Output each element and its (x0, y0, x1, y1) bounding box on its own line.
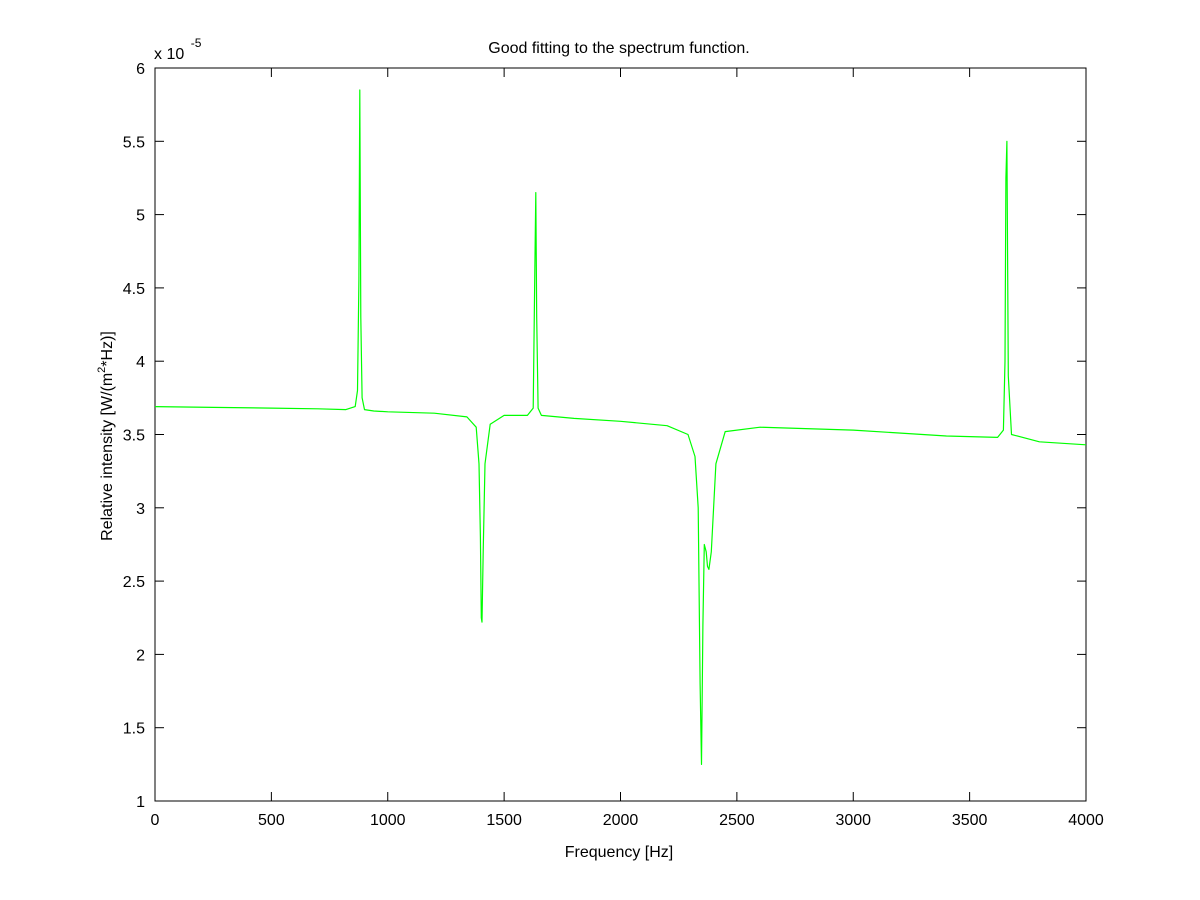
y-tick-label: 1.5 (123, 721, 145, 738)
y-tick-label: 4.5 (123, 281, 145, 298)
x-tick-label: 4000 (1068, 812, 1104, 829)
axis-ticks (154, 67, 1087, 802)
y-tick-label: 3.5 (123, 428, 145, 445)
y-tick-label: 2.5 (123, 574, 145, 591)
series-line (154, 89, 1087, 766)
x-tick-label: 2500 (719, 812, 755, 829)
y-tick-label: 2 (136, 647, 145, 664)
chart-title: Good fitting to the spectrum function. (488, 40, 749, 57)
exponent-power: -5 (191, 36, 202, 50)
x-tick-label: 0 (151, 812, 160, 829)
x-tick-label: 1000 (370, 812, 406, 829)
y-axis-label: Relative intensity [W/(m2*Hz)] (96, 331, 116, 541)
x-tick-label: 3000 (835, 812, 871, 829)
y-tick-label: 3 (136, 501, 145, 518)
y-tick-labels: 1 1.5 2 2.5 3 3.5 4 4.5 5 5.5 6 (123, 61, 145, 811)
x-tick-label: 2000 (603, 812, 639, 829)
y-axis-label-after: *Hz)] (99, 331, 116, 367)
y-axis-label-before: Relative intensity [W/(m (99, 373, 116, 541)
exponent-base: x 10 (154, 46, 184, 63)
exponent-label: x 10 -5 (154, 36, 202, 63)
y-axis-label-sup: 2 (96, 367, 108, 373)
y-tick-label: 1 (136, 794, 145, 811)
y-tick-label: 4 (136, 354, 145, 371)
y-tick-label: 6 (136, 61, 145, 78)
x-tick-labels: 0 500 1000 1500 2000 2500 3000 3500 4000 (151, 812, 1104, 829)
series-layer (154, 89, 1087, 766)
y-tick-label: 5 (136, 208, 145, 225)
x-axis-label: Frequency [Hz] (565, 844, 673, 861)
x-tick-label: 3500 (952, 812, 988, 829)
plot-area (154, 67, 1087, 802)
y-tick-label: 5.5 (123, 134, 145, 151)
x-tick-label: 1500 (486, 812, 522, 829)
x-tick-label: 500 (258, 812, 285, 829)
